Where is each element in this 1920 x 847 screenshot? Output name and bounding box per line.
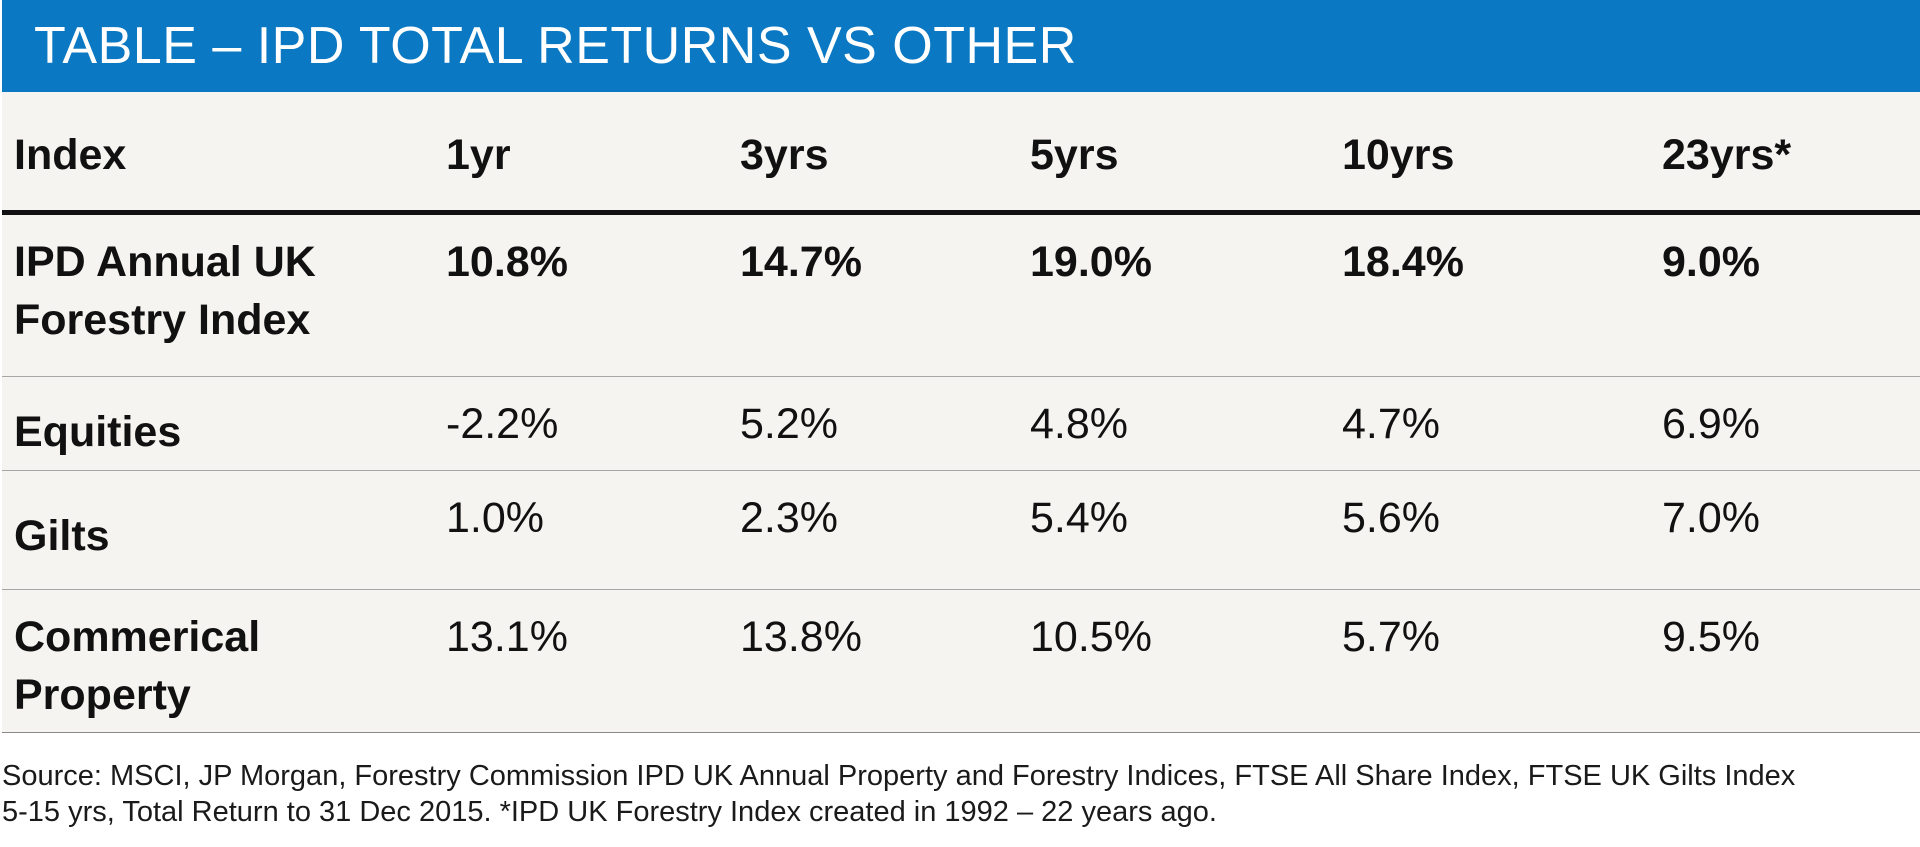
header-23yrs: 23yrs* <box>1662 131 1792 179</box>
value-5yrs: 4.8% <box>1030 400 1129 448</box>
source-note: Source: MSCI, JP Morgan, Forestry Commis… <box>2 758 1912 830</box>
row-name-line: Forestry Index <box>14 296 311 344</box>
value-23yrs: 9.0% <box>1662 238 1761 286</box>
header-1yr: 1yr <box>446 131 511 179</box>
title-bar: TABLE – IPD TOTAL RETURNS VS OTHER <box>2 0 1920 92</box>
row-name-equities: Equities <box>14 408 182 456</box>
value-23yrs: 9.5% <box>1662 613 1761 661</box>
header-10yrs: 10yrs <box>1342 131 1455 179</box>
row-name-gilts: Gilts <box>14 512 110 560</box>
table-title: TABLE – IPD TOTAL RETURNS VS OTHER <box>34 17 1077 75</box>
value-3yrs: 13.8% <box>740 613 862 661</box>
value-23yrs: 7.0% <box>1662 494 1761 542</box>
returns-table: Index 1yr 3yrs 5yrs 10yrs 23yrs* IPD Ann… <box>2 92 1920 733</box>
value-10yrs: 4.7% <box>1342 400 1441 448</box>
value-3yrs: 14.7% <box>740 238 862 286</box>
header-5yrs: 5yrs <box>1030 131 1119 179</box>
value-5yrs: 19.0% <box>1030 238 1152 286</box>
value-3yrs: 5.2% <box>740 400 839 448</box>
value-1yr: 1.0% <box>446 494 545 542</box>
value-3yrs: 2.3% <box>740 494 839 542</box>
header-index: Index <box>14 131 127 179</box>
value-10yrs: 5.6% <box>1342 494 1441 542</box>
row-name-ipd-forestry: IPD Annual UK Forestry Index <box>14 233 316 349</box>
source-line: 5-15 yrs, Total Return to 31 Dec 2015. *… <box>2 796 1217 828</box>
table-row: Commerical Property 13.1% 13.8% 10.5% 5.… <box>2 590 1920 733</box>
row-name-line: Commerical <box>14 613 261 661</box>
row-name-line: IPD Annual UK <box>14 238 316 286</box>
value-10yrs: 5.7% <box>1342 613 1441 661</box>
value-23yrs: 6.9% <box>1662 400 1761 448</box>
table-header-row: Index 1yr 3yrs 5yrs 10yrs 23yrs* <box>2 92 1920 215</box>
row-name-line: Property <box>14 671 191 719</box>
source-line: Source: MSCI, JP Morgan, Forestry Commis… <box>2 760 1796 792</box>
value-1yr: 13.1% <box>446 613 568 661</box>
header-3yrs: 3yrs <box>740 131 829 179</box>
row-name-commercial-property: Commerical Property <box>14 608 260 724</box>
value-5yrs: 10.5% <box>1030 613 1152 661</box>
value-1yr: 10.8% <box>446 238 568 286</box>
table-row: Gilts 1.0% 2.3% 5.4% 5.6% 7.0% <box>2 471 1920 590</box>
value-1yr: -2.2% <box>446 400 559 448</box>
value-10yrs: 18.4% <box>1342 238 1464 286</box>
value-5yrs: 5.4% <box>1030 494 1129 542</box>
table-row: IPD Annual UK Forestry Index 10.8% 14.7%… <box>2 215 1920 377</box>
table-row: Equities -2.2% 5.2% 4.8% 4.7% 6.9% <box>2 377 1920 471</box>
